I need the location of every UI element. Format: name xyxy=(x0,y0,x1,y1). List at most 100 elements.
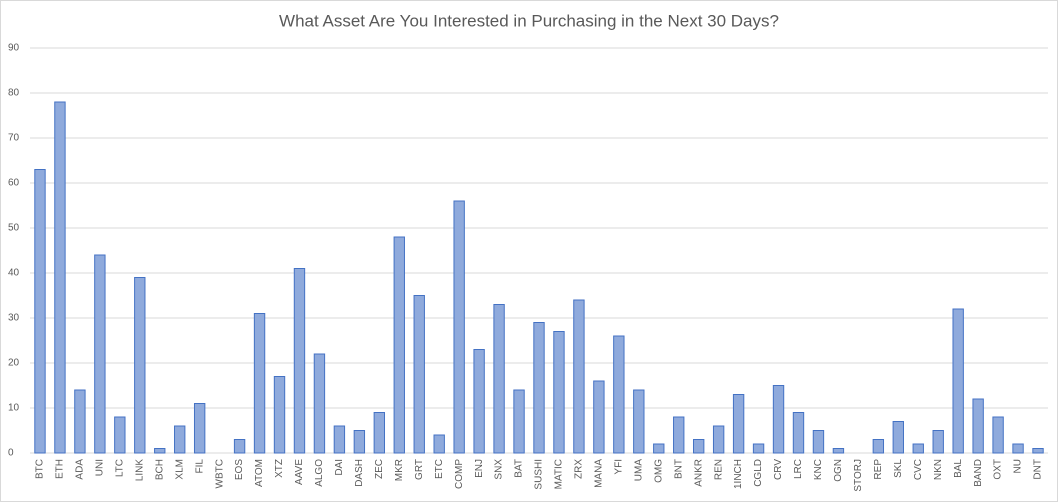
x-tick-label: REN xyxy=(713,459,724,480)
bar xyxy=(313,353,326,454)
bar xyxy=(193,403,206,454)
x-tick-label: LINK xyxy=(134,459,145,482)
bar xyxy=(692,439,705,454)
bar xyxy=(273,376,286,454)
x-tick-label: EOS xyxy=(234,459,245,480)
bar xyxy=(952,308,964,454)
x-tick-label: SKL xyxy=(893,459,904,478)
bar xyxy=(593,380,605,454)
bar xyxy=(473,349,485,454)
x-tick-label: LRC xyxy=(793,459,804,479)
bar xyxy=(233,439,246,454)
bar xyxy=(134,277,146,454)
bar xyxy=(633,389,645,454)
x-tick-label: OGN xyxy=(833,459,844,482)
x-tick-label: XLM xyxy=(174,459,185,480)
bar xyxy=(573,299,585,454)
y-tick-label: 20 xyxy=(8,358,20,369)
y-tick-label: 80 xyxy=(8,88,20,99)
bar xyxy=(792,412,805,454)
x-tick-label: COMP xyxy=(454,459,465,489)
y-tick-label: 40 xyxy=(8,268,20,279)
bar xyxy=(413,295,425,454)
x-tick-label: XTZ xyxy=(274,459,285,478)
x-tick-label: CGLD xyxy=(753,459,764,487)
bar xyxy=(333,425,346,454)
x-tick-label: SNX xyxy=(494,459,505,480)
bar xyxy=(832,448,845,454)
bar xyxy=(373,412,386,454)
bar xyxy=(752,443,765,454)
x-tick-label: ADA xyxy=(75,459,86,480)
x-tick-label: DASH xyxy=(354,459,365,487)
bar xyxy=(174,425,186,454)
x-tick-label: ZEC xyxy=(374,459,385,479)
y-tick-label: 90 xyxy=(8,43,20,54)
bar xyxy=(772,385,785,454)
bar xyxy=(54,101,66,454)
bar xyxy=(513,389,525,454)
bar xyxy=(293,268,306,454)
x-tick-label: ZRX xyxy=(574,459,585,479)
x-tick-label: KNC xyxy=(813,459,824,480)
x-tick-label: AAVE xyxy=(294,459,305,485)
bar xyxy=(433,434,445,454)
bar xyxy=(1012,443,1024,454)
x-tick-label: ETC xyxy=(434,459,445,479)
x-tick-label: ETH xyxy=(55,459,66,479)
x-tick-label: BAND xyxy=(973,459,984,487)
bar xyxy=(732,394,745,454)
y-tick-label: 10 xyxy=(8,403,20,414)
x-tick-label: NKN xyxy=(933,459,944,480)
y-tick-label: 50 xyxy=(8,223,20,234)
x-tick-label: FIL xyxy=(194,459,205,474)
x-tick-label: OMG xyxy=(653,459,664,483)
x-tick-label: YFI xyxy=(613,459,624,475)
bar xyxy=(992,416,1004,454)
bar xyxy=(912,443,924,454)
bar xyxy=(872,439,885,454)
bar xyxy=(393,236,405,454)
bar xyxy=(114,416,126,454)
x-tick-label: MATIC xyxy=(554,459,565,489)
bar xyxy=(154,448,166,454)
y-tick-label: 70 xyxy=(8,133,20,144)
bar xyxy=(74,389,86,454)
bar xyxy=(1032,448,1044,454)
x-tick-label: CVC xyxy=(913,459,924,480)
x-tick-label: DAI xyxy=(334,459,345,476)
bar xyxy=(353,430,366,454)
y-tick-label: 0 xyxy=(8,448,14,459)
x-tick-label: UNI xyxy=(95,459,106,476)
bar xyxy=(453,200,465,454)
bar xyxy=(553,331,565,454)
x-tick-label: CRV xyxy=(773,459,784,480)
bar xyxy=(533,322,545,454)
x-tick-label: BNT xyxy=(673,459,684,479)
x-tick-label: ENJ xyxy=(474,459,485,478)
x-tick-label: DNT xyxy=(1033,459,1044,480)
bar xyxy=(673,416,685,454)
bar xyxy=(932,430,944,454)
x-tick-label: BAT xyxy=(514,459,525,478)
bar xyxy=(253,313,266,454)
bar xyxy=(812,430,825,454)
y-tick-label: 60 xyxy=(8,178,20,189)
x-tick-label: OXT xyxy=(993,459,1004,480)
bar xyxy=(613,335,625,454)
x-tick-label: NU xyxy=(1013,459,1024,473)
x-tick-label: BTC xyxy=(35,459,46,479)
x-tick-label: UMA xyxy=(633,459,644,482)
x-tick-label: GRT xyxy=(414,459,425,480)
x-tick-label: 1INCH xyxy=(733,459,744,489)
x-tick-label: STORJ xyxy=(853,459,864,492)
bar xyxy=(34,169,46,454)
x-tick-label: SUSHI xyxy=(534,459,545,490)
x-tick-label: ATOM xyxy=(254,459,265,487)
x-tick-label: LTC xyxy=(114,459,125,477)
bar xyxy=(94,254,106,454)
bar xyxy=(712,425,725,454)
x-tick-label: WBTC xyxy=(214,459,225,488)
